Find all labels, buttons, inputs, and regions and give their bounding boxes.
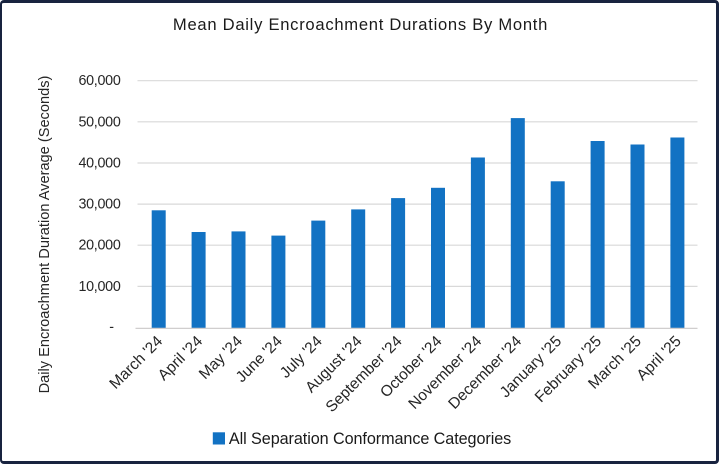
svg-text:Daily Encroachment Duration Av: Daily Encroachment Duration Average (Sec… (37, 76, 53, 394)
svg-text:50,000: 50,000 (78, 114, 120, 130)
svg-text:20,000: 20,000 (78, 238, 120, 254)
svg-text:60,000: 60,000 (78, 73, 120, 89)
svg-text:40,000: 40,000 (78, 156, 120, 172)
svg-text:April '24: April '24 (155, 333, 207, 385)
svg-text:30,000: 30,000 (78, 197, 120, 213)
svg-text:April '25: April '25 (634, 333, 685, 384)
svg-text:-: - (109, 320, 114, 336)
svg-text:All Separation Conformance Cat: All Separation Conformance Categories (229, 430, 511, 448)
svg-text:10,000: 10,000 (78, 279, 120, 295)
svg-text:Mean Daily Encroachment Durati: Mean Daily Encroachment Durations By Mon… (173, 15, 548, 34)
svg-text:March '24: March '24 (106, 333, 166, 393)
